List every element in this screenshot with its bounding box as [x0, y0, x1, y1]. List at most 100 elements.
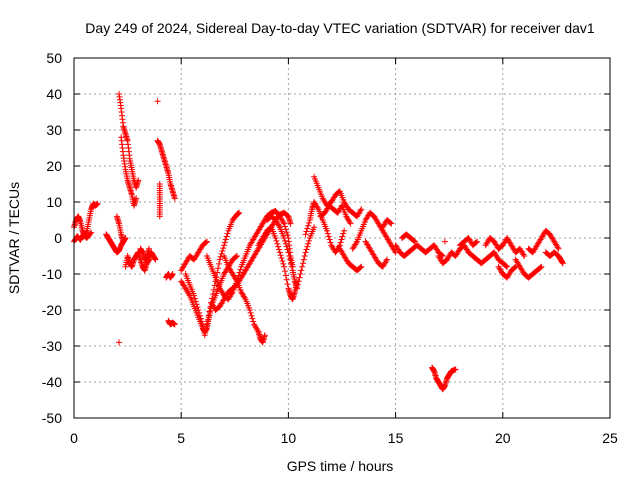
data-point [221, 239, 228, 246]
data-point [285, 249, 292, 256]
data-point [473, 239, 480, 246]
data-point [88, 229, 95, 236]
data-point [276, 249, 283, 256]
data-point [169, 271, 176, 277]
data-point [203, 321, 210, 328]
y-tick-label: 10 [46, 194, 62, 210]
data-point [314, 204, 321, 211]
data-point [281, 235, 288, 241]
data-point [203, 238, 210, 245]
plot-frame [73, 57, 611, 419]
data-point [303, 246, 310, 253]
data-point [305, 237, 312, 244]
data-point [236, 269, 243, 276]
data-point [236, 209, 243, 216]
data-point [383, 258, 390, 265]
x-tick-label: 5 [177, 430, 185, 446]
data-point [273, 237, 280, 244]
data-point [287, 256, 294, 263]
data-point [233, 253, 240, 260]
data-point [300, 256, 307, 263]
data-point [554, 244, 561, 251]
data-point [214, 269, 221, 276]
data-point [209, 295, 216, 302]
data-point [357, 207, 364, 214]
data-point [246, 307, 253, 313]
data-point [274, 240, 281, 247]
data-point [304, 243, 311, 250]
data-point [294, 281, 301, 288]
data-point [223, 233, 230, 240]
data-point [384, 256, 391, 263]
data-point [152, 256, 159, 263]
y-axis-label: SDTVAR / TECUs [6, 182, 22, 294]
data-point [133, 195, 140, 202]
y-tick-label: -30 [42, 338, 62, 354]
data-point [217, 253, 224, 260]
data-point [283, 243, 290, 250]
data-point [504, 263, 511, 270]
data-point [327, 239, 334, 246]
data-point [282, 226, 289, 233]
data-point [284, 246, 291, 253]
data-point [281, 237, 288, 244]
data-point [219, 247, 226, 254]
data-point [224, 230, 231, 237]
data-point [171, 321, 178, 328]
data-point [209, 291, 216, 298]
data-point [358, 206, 365, 213]
data-point [215, 260, 222, 267]
data-point [388, 220, 395, 227]
data-point [277, 252, 284, 259]
data-point [411, 237, 418, 244]
data-point [280, 219, 287, 226]
data-point [204, 317, 211, 324]
data-point [281, 268, 288, 275]
data-point [278, 255, 285, 262]
data-point [215, 265, 222, 272]
x-tick-label: 0 [70, 430, 78, 446]
y-tick-label: 20 [46, 158, 62, 174]
data-point [220, 245, 227, 252]
data-point [323, 227, 330, 234]
y-tick-label: 40 [46, 86, 62, 102]
data-point [555, 245, 562, 252]
data-point [275, 246, 282, 253]
y-tick-label: 0 [54, 230, 62, 246]
data-point [210, 286, 217, 293]
data-point [357, 264, 364, 271]
data-point [280, 260, 287, 267]
data-point [537, 264, 544, 271]
y-tick-label: -40 [42, 374, 62, 390]
data-point [305, 222, 312, 229]
data-point [193, 301, 200, 308]
data-point [299, 260, 306, 267]
data-point [305, 219, 312, 226]
data-point [287, 220, 294, 227]
grid [74, 58, 610, 418]
data-point [337, 239, 344, 246]
data-point [94, 200, 101, 207]
data-point [279, 258, 286, 265]
data-point [302, 231, 309, 238]
data-point [171, 195, 178, 202]
data-point [281, 220, 288, 227]
data-point [135, 177, 142, 184]
data-point [233, 253, 240, 259]
data-point [222, 236, 229, 243]
data-point [305, 240, 312, 247]
data-point [281, 223, 288, 230]
data-point [339, 233, 346, 240]
data-point [282, 240, 289, 247]
data-point [301, 253, 308, 259]
data-point [520, 251, 527, 258]
x-tick-labels: 0 5 10 15 20 25 [70, 430, 618, 446]
chart-title: Day 249 of 2024, Sidereal Day-to-day VTE… [85, 20, 595, 36]
data-point [281, 263, 288, 270]
data-point [341, 227, 348, 234]
data-point [284, 232, 291, 239]
data-points [71, 91, 566, 393]
y-tick-labels: -50 -40 -30 -20 -10 0 10 20 30 40 50 [42, 50, 62, 426]
data-point [293, 285, 300, 292]
